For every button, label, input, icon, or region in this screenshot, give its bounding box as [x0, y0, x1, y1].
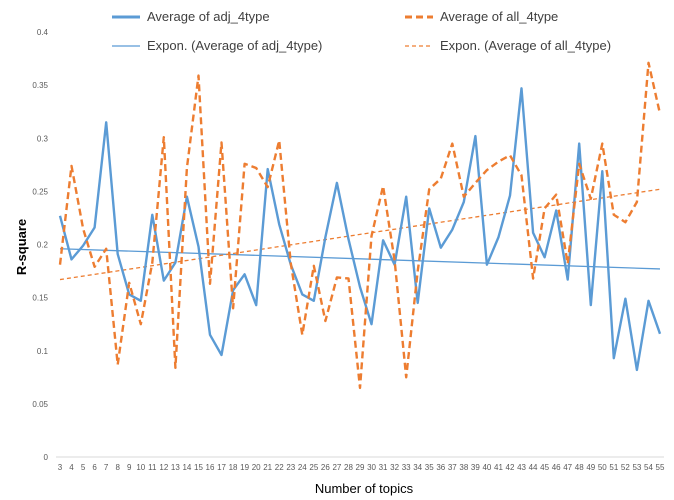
x-tick-label: 15 — [194, 463, 203, 472]
y-tick-label: 0.35 — [32, 81, 48, 90]
y-tick-label: 0.05 — [32, 400, 48, 409]
x-tick-label: 31 — [379, 463, 388, 472]
x-axis-ticks: 3 4 5 6 7 8 9 10 11 12 13 14 15 16 17 18 19 20 21 22 23 24 25 2… — [58, 463, 665, 472]
x-tick-label: 36 — [436, 463, 445, 472]
x-tick-label: 19 — [240, 463, 249, 472]
x-tick-label: 20 — [252, 463, 261, 472]
x-tick-label: 34 — [413, 463, 422, 472]
x-tick-label: 51 — [609, 463, 618, 472]
y-tick-label: 0 — [44, 453, 49, 462]
y-tick-label: 0.2 — [37, 241, 49, 250]
x-tick-label: 42 — [506, 463, 515, 472]
x-tick-label: 14 — [182, 463, 191, 472]
y-tick-label: 0.15 — [32, 294, 48, 303]
x-tick-label: 50 — [598, 463, 607, 472]
x-axis-title: Number of topics — [315, 481, 414, 496]
x-tick-label: 41 — [494, 463, 503, 472]
y-tick-label: 0.25 — [32, 187, 48, 196]
x-tick-label: 35 — [425, 463, 434, 472]
x-tick-label: 16 — [206, 463, 215, 472]
x-tick-label: 21 — [263, 463, 272, 472]
x-tick-label: 46 — [552, 463, 561, 472]
x-tick-label: 28 — [344, 463, 353, 472]
x-tick-label: 10 — [136, 463, 145, 472]
x-tick-label: 11 — [148, 463, 157, 472]
x-tick-label: 6 — [92, 463, 97, 472]
legend: Average of adj_4type Average of all_4typ… — [112, 9, 611, 53]
series-line-1 — [58, 61, 662, 390]
x-tick-label: 25 — [309, 463, 318, 472]
legend-label-all: Average of all_4type — [440, 9, 558, 24]
y-tick-label: 0.1 — [37, 347, 49, 356]
y-axis-title: R-square — [14, 219, 29, 275]
x-tick-label: 49 — [586, 463, 595, 472]
x-tick-label: 48 — [575, 463, 584, 472]
x-tick-label: 4 — [69, 463, 74, 472]
x-tick-label: 23 — [286, 463, 295, 472]
x-tick-label: 47 — [563, 463, 572, 472]
x-tick-label: 5 — [81, 463, 86, 472]
x-tick-label: 52 — [621, 463, 630, 472]
x-tick-label: 26 — [321, 463, 330, 472]
series-line-0 — [58, 87, 662, 372]
x-tick-label: 7 — [104, 463, 109, 472]
x-tick-label: 9 — [127, 463, 132, 472]
x-tick-label: 29 — [356, 463, 365, 472]
x-tick-label: 24 — [298, 463, 307, 472]
y-axis-ticks: 0 0.05 0.1 0.15 0.2 0.25 0.3 0.35 0.4 — [32, 28, 48, 462]
x-tick-label: 22 — [275, 463, 284, 472]
x-tick-label: 13 — [171, 463, 180, 472]
x-tick-label: 30 — [367, 463, 376, 472]
x-tick-label: 55 — [656, 463, 665, 472]
x-tick-label: 40 — [482, 463, 491, 472]
x-tick-label: 39 — [471, 463, 480, 472]
x-tick-label: 32 — [390, 463, 399, 472]
x-tick-label: 45 — [540, 463, 549, 472]
x-tick-label: 44 — [529, 463, 538, 472]
legend-label-adj: Average of adj_4type — [147, 9, 270, 24]
x-tick-label: 37 — [448, 463, 457, 472]
x-tick-label: 3 — [58, 463, 63, 472]
x-tick-label: 18 — [229, 463, 238, 472]
legend-label-adj-trend: Expon. (Average of adj_4type) — [147, 38, 322, 53]
x-tick-label: 12 — [159, 463, 168, 472]
series-lines — [58, 61, 662, 390]
y-tick-label: 0.4 — [37, 28, 49, 37]
x-tick-label: 27 — [332, 463, 341, 472]
x-tick-label: 33 — [402, 463, 411, 472]
x-tick-label: 17 — [217, 463, 226, 472]
x-tick-label: 8 — [115, 463, 120, 472]
x-tick-label: 53 — [632, 463, 641, 472]
x-tick-label: 43 — [517, 463, 526, 472]
x-tick-label: 38 — [459, 463, 468, 472]
y-tick-label: 0.3 — [37, 134, 49, 143]
x-tick-label: 54 — [644, 463, 653, 472]
legend-label-all-trend: Expon. (Average of all_4type) — [440, 38, 611, 53]
